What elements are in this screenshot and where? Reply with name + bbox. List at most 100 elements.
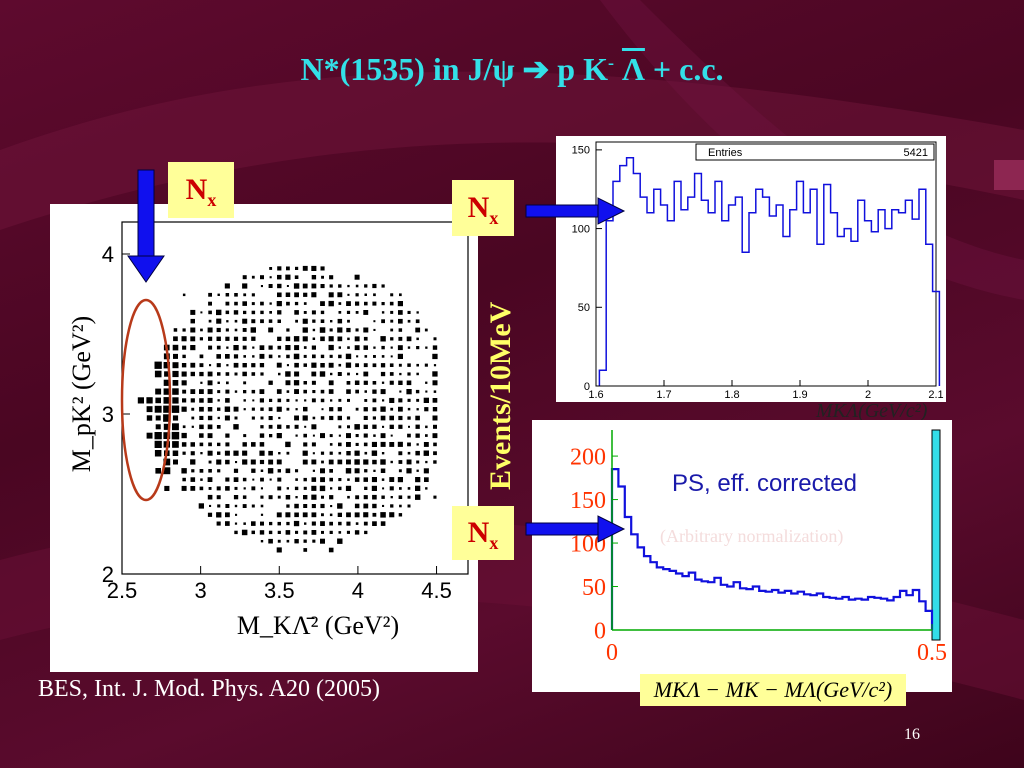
dalitz-point bbox=[389, 301, 394, 306]
dalitz-point bbox=[354, 274, 360, 280]
dalitz-point bbox=[233, 345, 239, 351]
dalitz-point bbox=[364, 355, 368, 358]
dalitz-point bbox=[320, 319, 325, 323]
dalitz-point bbox=[363, 380, 368, 385]
dalitz-point bbox=[363, 459, 369, 465]
dalitz-point bbox=[321, 275, 324, 279]
dalitz-point bbox=[154, 450, 162, 457]
dalitz-point bbox=[320, 416, 325, 420]
dalitz-point bbox=[303, 363, 307, 367]
dalitz-point bbox=[303, 406, 308, 412]
dalitz-point bbox=[163, 414, 171, 422]
dalitz-point bbox=[304, 425, 307, 428]
dalitz-point bbox=[234, 319, 238, 323]
dalitz-point bbox=[225, 389, 230, 394]
dalitz-point bbox=[155, 415, 161, 421]
right-arrow-bottom bbox=[525, 515, 626, 543]
dalitz-point bbox=[235, 513, 238, 516]
dalitz-point bbox=[207, 371, 213, 377]
dalitz-point bbox=[407, 433, 411, 438]
x-tick-label: 2.5 bbox=[107, 578, 138, 603]
dalitz-point bbox=[303, 539, 307, 543]
x-tick-label: 1.9 bbox=[792, 389, 807, 401]
dalitz-point bbox=[199, 389, 204, 394]
dalitz-point bbox=[268, 424, 273, 429]
dalitz-point bbox=[328, 336, 334, 342]
dalitz-point bbox=[173, 353, 178, 359]
dalitz-point bbox=[319, 485, 326, 492]
dalitz-point bbox=[347, 319, 350, 323]
dalitz-point bbox=[260, 416, 264, 420]
dalitz-point bbox=[397, 477, 403, 483]
dalitz-point bbox=[380, 389, 386, 395]
dalitz-point bbox=[295, 434, 298, 437]
dalitz-point bbox=[260, 477, 264, 482]
dalitz-point bbox=[294, 389, 299, 394]
dalitz-point bbox=[295, 530, 299, 534]
dalitz-point bbox=[242, 328, 247, 332]
dalitz-point bbox=[364, 451, 368, 455]
dalitz-point bbox=[320, 398, 325, 403]
dalitz-point bbox=[295, 496, 298, 499]
dalitz-point bbox=[260, 372, 264, 376]
dalitz-point bbox=[225, 372, 230, 376]
dalitz-point bbox=[382, 425, 385, 428]
dalitz-point bbox=[268, 380, 273, 385]
dalitz-point bbox=[277, 424, 282, 429]
dalitz-point bbox=[355, 311, 359, 314]
dalitz-point bbox=[207, 407, 213, 412]
dalitz-point bbox=[208, 319, 212, 323]
dalitz-point bbox=[293, 380, 300, 386]
dalitz-point bbox=[328, 459, 334, 465]
dalitz-point bbox=[277, 495, 281, 499]
dalitz-point bbox=[260, 425, 264, 429]
dalitz-point bbox=[329, 530, 333, 534]
dalitz-point bbox=[398, 469, 402, 473]
dalitz-point bbox=[389, 372, 394, 376]
dalitz-point bbox=[380, 415, 386, 421]
dalitz-point bbox=[398, 513, 403, 517]
dalitz-point bbox=[354, 468, 360, 474]
dalitz-point bbox=[277, 539, 281, 543]
dalitz-point bbox=[209, 364, 212, 367]
dalitz-point bbox=[390, 434, 393, 437]
dalitz-point bbox=[250, 459, 256, 465]
dalitz-point bbox=[302, 265, 308, 271]
dalitz-point bbox=[154, 440, 162, 448]
highlight-ellipse bbox=[120, 298, 172, 502]
dalitz-point bbox=[217, 381, 220, 384]
dalitz-point bbox=[407, 372, 411, 376]
dalitz-point bbox=[146, 415, 153, 421]
dalitz-point bbox=[329, 495, 334, 500]
dalitz-point bbox=[338, 442, 342, 447]
mass-histogram: 1.6 1.7 1.8 1.9 2 2.1 0 50 100 150 Entries 5421 bbox=[572, 141, 944, 401]
dalitz-point bbox=[337, 292, 343, 298]
dalitz-point bbox=[311, 398, 316, 403]
dalitz-point bbox=[407, 310, 411, 314]
dalitz-point bbox=[251, 275, 255, 279]
dalitz-point bbox=[200, 328, 203, 332]
dalitz-point bbox=[433, 442, 437, 447]
dalitz-point bbox=[425, 390, 428, 393]
dalitz-point bbox=[207, 424, 213, 430]
dalitz-point bbox=[415, 485, 421, 491]
y-tick-label: 200 bbox=[570, 444, 606, 470]
dalitz-point bbox=[432, 345, 438, 350]
dalitz-point bbox=[346, 521, 351, 526]
dalitz-point bbox=[251, 389, 256, 394]
dalitz-point bbox=[381, 452, 385, 455]
dalitz-point bbox=[190, 486, 196, 491]
dalitz-point bbox=[243, 408, 246, 411]
dalitz-point bbox=[398, 495, 403, 499]
dalitz-point bbox=[190, 398, 195, 403]
dalitz-point bbox=[363, 495, 368, 500]
dalitz-point bbox=[225, 477, 230, 482]
dalitz-point bbox=[319, 371, 326, 377]
dalitz-point bbox=[407, 363, 411, 367]
dalitz-point bbox=[163, 388, 170, 395]
dalitz-point bbox=[277, 292, 282, 298]
dalitz-point bbox=[234, 486, 238, 490]
dalitz-point bbox=[233, 424, 239, 430]
dalitz-point bbox=[380, 406, 386, 412]
x-tick-label: 1.8 bbox=[724, 389, 739, 401]
